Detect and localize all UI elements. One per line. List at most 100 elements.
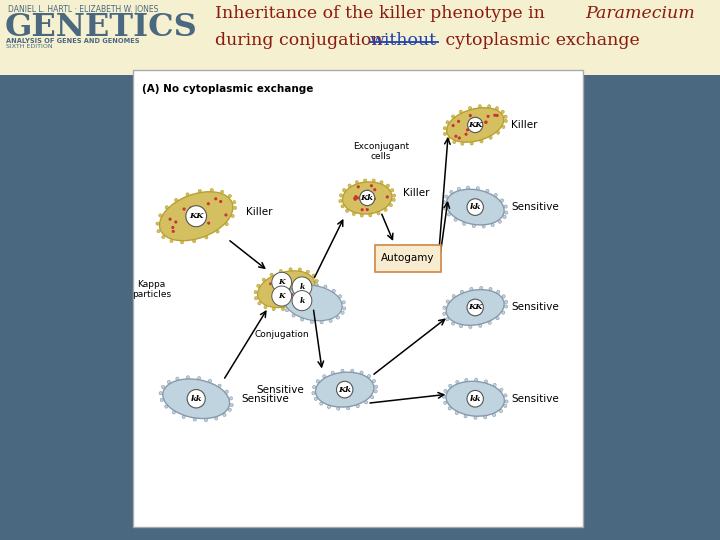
Circle shape [171, 226, 174, 229]
Circle shape [364, 179, 366, 182]
Text: k: k [300, 296, 305, 305]
Circle shape [287, 287, 290, 290]
Circle shape [158, 214, 162, 217]
Circle shape [332, 289, 336, 293]
Text: Killer: Killer [246, 207, 272, 217]
Circle shape [446, 300, 449, 303]
Circle shape [262, 278, 266, 281]
Circle shape [160, 399, 163, 402]
Circle shape [478, 105, 482, 108]
Circle shape [472, 225, 475, 228]
Circle shape [384, 208, 387, 212]
Circle shape [363, 190, 366, 193]
Circle shape [204, 236, 208, 239]
Circle shape [467, 299, 483, 316]
Circle shape [210, 188, 213, 192]
Circle shape [372, 179, 375, 182]
Text: Exconjugant
cells: Exconjugant cells [353, 142, 409, 161]
Ellipse shape [446, 189, 504, 225]
Circle shape [464, 415, 467, 418]
Text: Sensitive: Sensitive [511, 302, 559, 313]
Circle shape [174, 198, 178, 201]
Circle shape [462, 222, 466, 225]
Circle shape [338, 295, 342, 298]
Circle shape [209, 380, 212, 383]
Circle shape [258, 302, 261, 305]
Circle shape [291, 293, 293, 296]
Text: Sensitive: Sensitive [511, 202, 559, 212]
Circle shape [372, 380, 376, 383]
Circle shape [387, 184, 390, 187]
Circle shape [497, 291, 500, 294]
Circle shape [451, 322, 454, 325]
Circle shape [257, 284, 260, 287]
Ellipse shape [258, 271, 315, 308]
Circle shape [489, 136, 492, 139]
Circle shape [489, 287, 492, 291]
Circle shape [474, 378, 478, 381]
Circle shape [295, 283, 298, 286]
Circle shape [292, 291, 312, 310]
Circle shape [445, 195, 448, 198]
Circle shape [443, 312, 446, 315]
Circle shape [504, 394, 507, 397]
Ellipse shape [446, 289, 504, 325]
Circle shape [336, 381, 353, 398]
Circle shape [360, 214, 364, 217]
Circle shape [502, 125, 505, 129]
Circle shape [189, 208, 192, 211]
Ellipse shape [446, 107, 504, 142]
Circle shape [269, 282, 271, 285]
Circle shape [225, 390, 228, 393]
Circle shape [469, 325, 472, 328]
Circle shape [493, 113, 496, 117]
Text: during conjugation: during conjugation [215, 32, 388, 49]
Circle shape [366, 208, 369, 211]
Circle shape [281, 296, 284, 300]
Circle shape [444, 207, 446, 210]
Circle shape [167, 380, 171, 383]
Circle shape [298, 268, 302, 271]
Ellipse shape [343, 182, 392, 214]
Circle shape [320, 321, 323, 324]
Circle shape [283, 291, 286, 294]
Circle shape [485, 380, 487, 383]
Circle shape [278, 293, 281, 295]
Circle shape [374, 385, 378, 388]
Text: KK: KK [468, 121, 482, 129]
Text: Conjugation: Conjugation [254, 330, 309, 339]
Circle shape [300, 301, 304, 305]
Circle shape [501, 110, 504, 113]
Circle shape [159, 392, 162, 395]
Circle shape [170, 239, 173, 242]
Circle shape [162, 235, 165, 239]
Circle shape [172, 411, 176, 414]
Circle shape [312, 386, 315, 389]
Circle shape [351, 369, 354, 373]
Circle shape [502, 295, 505, 298]
Circle shape [452, 294, 455, 298]
Circle shape [502, 311, 505, 314]
Circle shape [186, 193, 189, 196]
Circle shape [230, 397, 233, 400]
Circle shape [156, 222, 159, 225]
Circle shape [310, 320, 313, 323]
Text: kk: kk [469, 203, 481, 211]
Circle shape [354, 195, 357, 198]
Circle shape [449, 384, 451, 387]
Circle shape [207, 221, 210, 225]
Circle shape [186, 206, 207, 227]
Circle shape [339, 199, 342, 202]
Circle shape [279, 296, 282, 299]
Circle shape [505, 300, 508, 303]
Text: GENETICS: GENETICS [5, 12, 198, 43]
Circle shape [323, 375, 326, 378]
Circle shape [186, 376, 189, 379]
Circle shape [380, 181, 383, 184]
Circle shape [470, 142, 473, 145]
Circle shape [464, 379, 468, 382]
Circle shape [369, 214, 372, 217]
Text: Killer: Killer [511, 120, 538, 130]
Circle shape [479, 324, 482, 327]
Circle shape [371, 396, 374, 399]
